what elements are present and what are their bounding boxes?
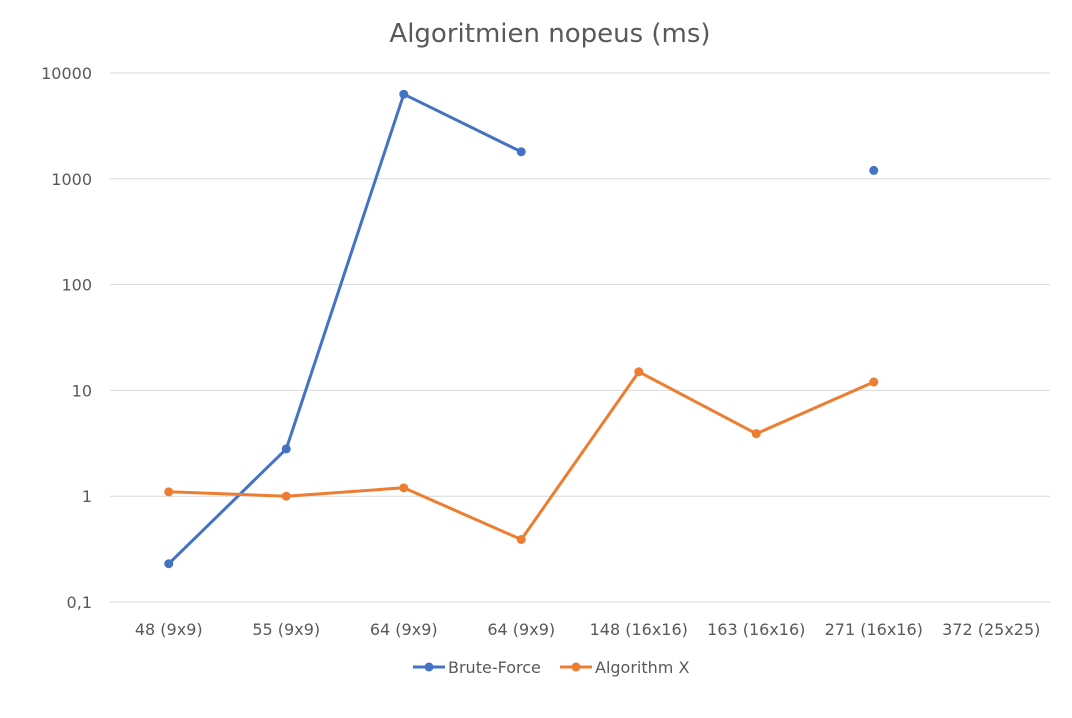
series-line <box>167 92 523 566</box>
legend-label: Brute-Force <box>448 658 541 677</box>
y-tick-label: 1 <box>82 487 92 506</box>
data-point <box>164 559 174 569</box>
x-tick-label: 64 (9x9) <box>370 620 438 639</box>
data-point <box>399 89 409 99</box>
series-line <box>167 370 876 541</box>
legend-label: Algorithm X <box>595 658 689 677</box>
data-point <box>751 429 761 439</box>
series-brute-force <box>164 89 879 569</box>
x-axis-ticks: 48 (9x9) 55 (9x9) 64 (9x9) 64 (9x9) 148 (16x… <box>135 620 1041 639</box>
data-point <box>164 487 174 497</box>
chart-title: Algoritmien nopeus (ms) <box>389 19 710 49</box>
x-tick-label: 372 (25x25) <box>942 620 1040 639</box>
legend-marker <box>424 662 434 672</box>
data-point <box>281 444 291 454</box>
x-tick-label: 163 (16x16) <box>707 620 805 639</box>
series-layer <box>164 89 879 569</box>
data-point <box>516 534 526 544</box>
data-point <box>516 147 526 157</box>
x-tick-label: 55 (9x9) <box>252 620 320 639</box>
y-axis-ticks: 0,1 1 10 100 1000 10000 <box>41 64 92 612</box>
x-tick-label: 148 (16x16) <box>590 620 688 639</box>
y-tick-label: 100 <box>61 276 92 295</box>
y-tick-label: 1000 <box>51 170 92 189</box>
x-tick-label: 48 (9x9) <box>135 620 203 639</box>
data-point <box>399 483 409 493</box>
y-tick-label: 0,1 <box>67 593 92 612</box>
y-tick-label: 10000 <box>41 64 92 83</box>
series-algorithm-x <box>164 367 879 544</box>
x-tick-label: 64 (9x9) <box>487 620 555 639</box>
x-tick-label: 271 (16x16) <box>825 620 923 639</box>
legend-item: Brute-Force <box>413 658 541 677</box>
data-point <box>634 367 644 377</box>
data-point <box>281 491 291 501</box>
data-point <box>869 377 879 387</box>
data-point <box>869 165 879 175</box>
legend: Brute-Force Algorithm X <box>413 658 689 677</box>
legend-marker <box>571 662 581 672</box>
gridlines <box>110 72 1050 603</box>
y-tick-label: 10 <box>72 381 92 400</box>
legend-item: Algorithm X <box>560 658 689 677</box>
